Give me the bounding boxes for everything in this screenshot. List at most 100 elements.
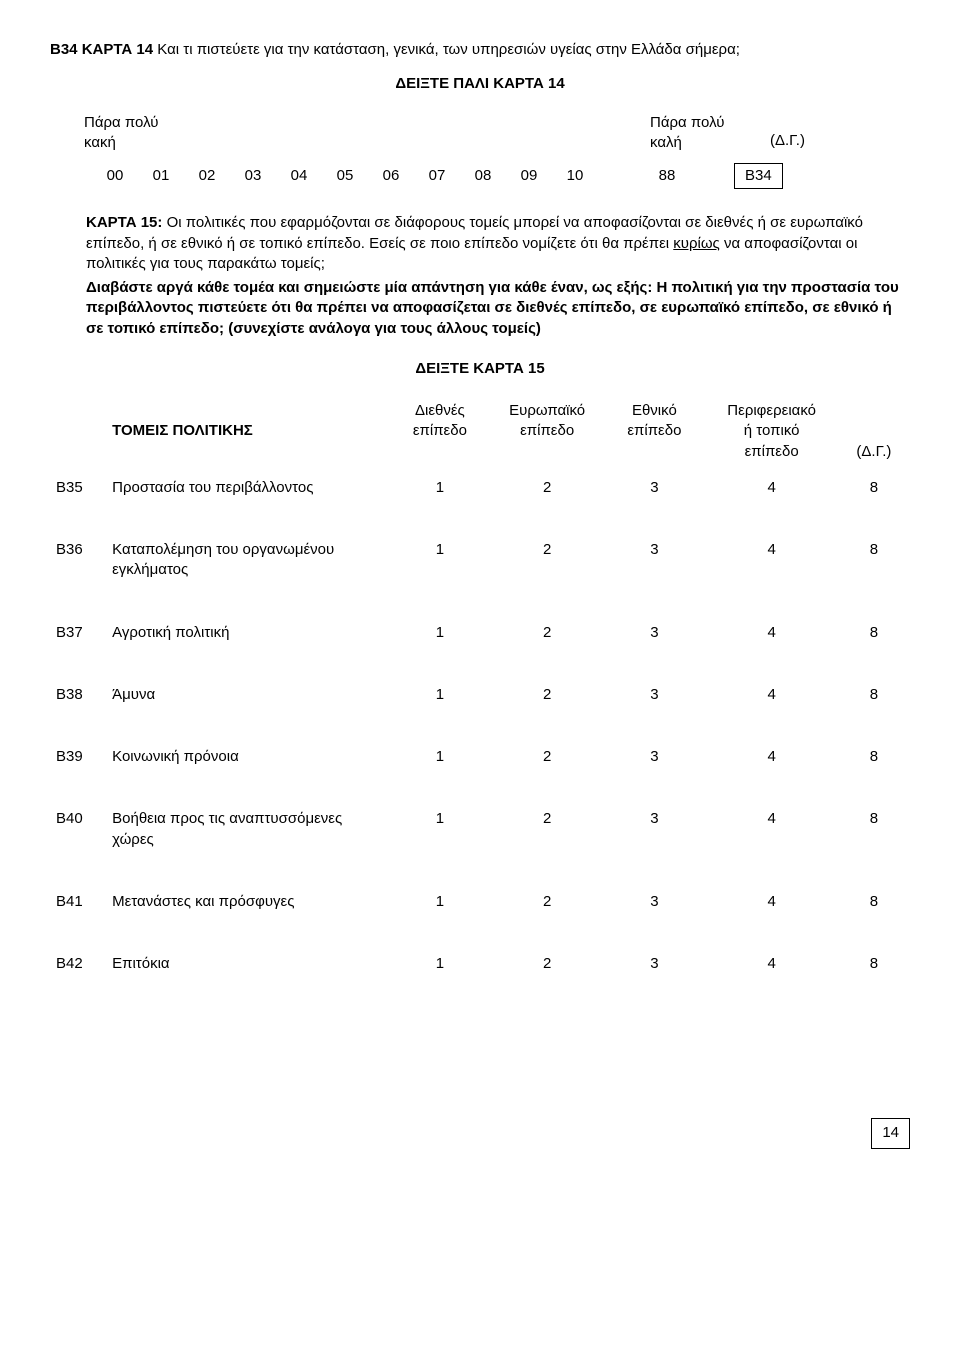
row-label: Επιτόκια — [106, 946, 389, 982]
card15-underlined: κυρίως — [673, 235, 720, 252]
cell-value[interactable]: 1 — [389, 532, 491, 589]
col-national-2: επίπεδο — [609, 421, 699, 441]
cell-value[interactable]: 8 — [838, 677, 910, 713]
cell-value[interactable]: 2 — [491, 532, 603, 589]
scale-num[interactable]: 04 — [284, 166, 314, 186]
scale-left-1: Πάρα πολύ — [84, 113, 224, 133]
cell-value[interactable]: 1 — [389, 470, 491, 506]
table-row: B42Επιτόκια12348 — [50, 946, 910, 982]
q-text: Και τι πιστεύετε για την κατάσταση, γενι… — [157, 41, 740, 58]
table-row: B40Βοήθεια προς τις αναπτυσσόμενες χώρες… — [50, 801, 910, 858]
cell-value[interactable]: 4 — [706, 677, 838, 713]
scale-num[interactable]: 09 — [514, 166, 544, 186]
cell-value[interactable]: 1 — [389, 884, 491, 920]
cell-value[interactable]: 4 — [706, 470, 838, 506]
cell-value[interactable]: 2 — [491, 946, 603, 982]
card-ref: ΚΑΡΤΑ 14 — [82, 41, 153, 58]
row-code: B42 — [50, 946, 106, 982]
table-row: B38Άμυνα12348 — [50, 677, 910, 713]
cell-value[interactable]: 2 — [491, 470, 603, 506]
scale-num[interactable]: 10 — [560, 166, 590, 186]
row-label: Προστασία του περιβάλλοντος — [106, 470, 389, 506]
row-code: B36 — [50, 532, 106, 589]
show-card-15: ΔΕΙΞΤΕ ΚΑΡΤΑ 15 — [50, 359, 910, 379]
col-international-1: Διεθνές — [395, 401, 485, 421]
row-code: B39 — [50, 739, 106, 775]
row-code: B40 — [50, 801, 106, 858]
cell-value[interactable]: 1 — [389, 677, 491, 713]
end-code-box: B34 — [734, 163, 783, 189]
cell-value[interactable]: 3 — [603, 739, 705, 775]
scale-right-2: καλή — [650, 133, 770, 153]
cell-value[interactable]: 2 — [491, 801, 603, 858]
cell-value[interactable]: 4 — [706, 884, 838, 920]
cell-value[interactable]: 1 — [389, 946, 491, 982]
cell-value[interactable]: 4 — [706, 801, 838, 858]
cell-value[interactable]: 1 — [389, 801, 491, 858]
cell-value[interactable]: 4 — [706, 532, 838, 589]
table-row: B41Μετανάστες και πρόσφυγες12348 — [50, 884, 910, 920]
col-regional-2: ή τοπικό — [712, 421, 832, 441]
cell-value[interactable]: 8 — [838, 470, 910, 506]
scale-num[interactable]: 01 — [146, 166, 176, 186]
cell-value[interactable]: 4 — [706, 615, 838, 651]
question-b34: B34 ΚΑΡΤΑ 14 Και τι πιστεύετε για την κα… — [50, 40, 910, 60]
card15-block: ΚΑΡΤΑ 15: Οι πολιτικές που εφαρμόζονται … — [86, 213, 910, 339]
row-label: Καταπολέμηση του οργανωμένου εγκλήματος — [106, 532, 389, 589]
scale-num[interactable]: 05 — [330, 166, 360, 186]
cell-value[interactable]: 8 — [838, 739, 910, 775]
cell-value[interactable]: 3 — [603, 677, 705, 713]
cell-value[interactable]: 3 — [603, 946, 705, 982]
cell-value[interactable]: 8 — [838, 884, 910, 920]
page-number: 14 — [871, 1118, 910, 1148]
scale-num[interactable]: 08 — [468, 166, 498, 186]
cell-value[interactable]: 8 — [838, 615, 910, 651]
cell-value[interactable]: 8 — [838, 946, 910, 982]
row-label: Μετανάστες και πρόσφυγες — [106, 884, 389, 920]
show-card-again: ΔΕΙΞΤΕ ΠΑΛΙ ΚΑΡΤΑ 14 — [50, 74, 910, 94]
dg-label: (Δ.Γ.) — [770, 113, 850, 154]
table-row: B35Προστασία του περιβάλλοντος12348 — [50, 470, 910, 506]
row-label: Άμυνα — [106, 677, 389, 713]
col-european-2: επίπεδο — [497, 421, 597, 441]
scale-num[interactable]: 02 — [192, 166, 222, 186]
cell-value[interactable]: 4 — [706, 946, 838, 982]
cell-value[interactable]: 3 — [603, 884, 705, 920]
scale-right-1: Πάρα πολύ — [650, 113, 770, 133]
row-label: Αγροτική πολιτική — [106, 615, 389, 651]
col-regional-1: Περιφερειακό — [712, 401, 832, 421]
col-regional-3: επίπεδο — [712, 442, 832, 462]
row-code: B35 — [50, 470, 106, 506]
row-label: Βοήθεια προς τις αναπτυσσόμενες χώρες — [106, 801, 389, 858]
scale-num[interactable]: 06 — [376, 166, 406, 186]
cell-value[interactable]: 2 — [491, 615, 603, 651]
cell-value[interactable]: 3 — [603, 470, 705, 506]
col-international-2: επίπεδο — [395, 421, 485, 441]
scale-num[interactable]: 00 — [100, 166, 130, 186]
card15-title: ΚΑΡΤΑ 15: — [86, 214, 162, 231]
cell-value[interactable]: 8 — [838, 532, 910, 589]
scale-num[interactable]: 07 — [422, 166, 452, 186]
scale-num[interactable]: 03 — [238, 166, 268, 186]
cell-value[interactable]: 2 — [491, 884, 603, 920]
row-code: B38 — [50, 677, 106, 713]
cell-value[interactable]: 1 — [389, 739, 491, 775]
scale-num[interactable]: 88 — [652, 166, 682, 186]
scale-left-2: κακή — [84, 133, 224, 153]
cell-value[interactable]: 3 — [603, 801, 705, 858]
cell-value[interactable]: 3 — [603, 615, 705, 651]
policy-table: ΤΟΜΕΙΣ ΠΟΛΙΤΙΚΗΣ Διεθνές επίπεδο Ευρωπαϊ… — [50, 393, 910, 1008]
cell-value[interactable]: 2 — [491, 677, 603, 713]
col-policy-areas: ΤΟΜΕΙΣ ΠΟΛΙΤΙΚΗΣ — [106, 393, 389, 470]
col-national-1: Εθνικό — [609, 401, 699, 421]
table-row: B39Κοινωνική πρόνοια12348 — [50, 739, 910, 775]
cell-value[interactable]: 1 — [389, 615, 491, 651]
table-row: B36Καταπολέμηση του οργανωμένου εγκλήματ… — [50, 532, 910, 589]
cell-value[interactable]: 4 — [706, 739, 838, 775]
scale-labels-row: Πάρα πολύ κακή Πάρα πολύ καλή (Δ.Γ.) — [50, 113, 910, 154]
cell-value[interactable]: 3 — [603, 532, 705, 589]
row-code: B37 — [50, 615, 106, 651]
cell-value[interactable]: 2 — [491, 739, 603, 775]
cell-value[interactable]: 8 — [838, 801, 910, 858]
card15-bold-instructions: Διαβάστε αργά κάθε τομέα και σημειώστε μ… — [86, 278, 910, 339]
